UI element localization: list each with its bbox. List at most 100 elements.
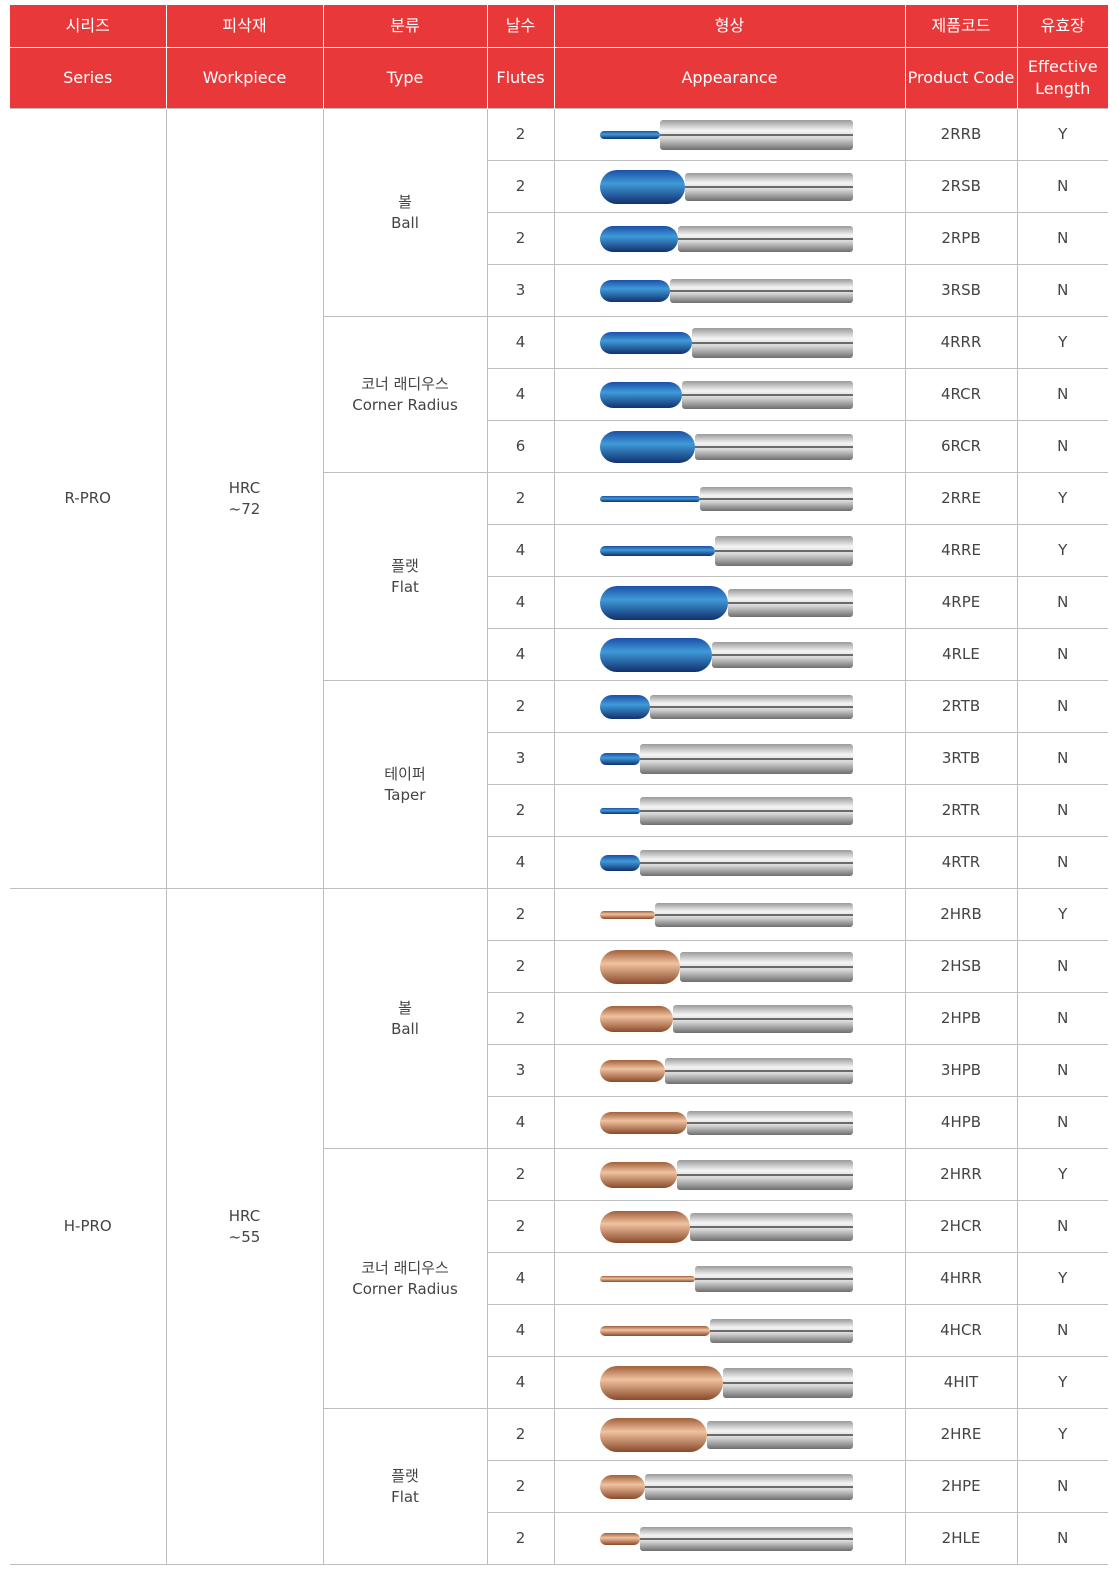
appearance-cell: [553, 1044, 906, 1097]
flutes-text: 4: [515, 1373, 526, 1391]
code-text: 3RSB: [941, 281, 981, 299]
code-cell: 2RPB: [904, 212, 1018, 265]
appearance-cell: [553, 1252, 906, 1305]
tool-head: [599, 1532, 640, 1545]
tool-image: [599, 380, 853, 409]
appearance-cell: [553, 108, 906, 161]
flutes-text: 2: [515, 1425, 526, 1443]
flutes-cell: 2: [486, 680, 555, 733]
tool-head: [599, 1161, 677, 1188]
header-cell: Series: [10, 47, 167, 109]
tool-image: [599, 1473, 853, 1500]
appearance-cell: [553, 784, 906, 837]
appearance-cell: [553, 264, 906, 317]
effective-text: N: [1057, 645, 1069, 663]
header-cell: Appearance: [553, 47, 906, 109]
appearance-cell: [553, 1408, 906, 1461]
flutes-cell: 2: [486, 1148, 555, 1201]
code-text: 2HRR: [940, 1165, 982, 1183]
code-cell: 4RLE: [904, 628, 1018, 681]
tool-image: [599, 119, 853, 150]
code-cell: 3HPB: [904, 1044, 1018, 1097]
effective-cell: N: [1016, 784, 1108, 837]
code-text: 4HRR: [940, 1269, 982, 1287]
appearance-cell: [553, 680, 906, 733]
appearance-cell: [553, 1356, 906, 1409]
tool-head: [599, 1325, 710, 1336]
flutes-cell: 2: [486, 1512, 555, 1565]
tool-image: [599, 1159, 853, 1190]
code-text: 2RTB: [941, 697, 981, 715]
type-korean: 볼: [398, 998, 412, 1017]
appearance-cell: [553, 1304, 906, 1357]
table-row: 4 4HRR Y: [10, 1252, 1108, 1305]
tool-head: [599, 381, 682, 408]
effective-cell: N: [1016, 420, 1108, 473]
type-english: Ball: [391, 1019, 419, 1038]
tool-image: [599, 1417, 853, 1452]
effective-cell: N: [1016, 992, 1108, 1045]
appearance-cell: [553, 888, 906, 941]
tool-head: [599, 430, 695, 463]
table-row: H-PRO HRC ~55 볼 Ball 2 2HRB Y: [10, 888, 1108, 1565]
appearance-cell: [553, 940, 906, 993]
effective-text: N: [1057, 749, 1069, 767]
type-cell: 볼 Ball: [322, 108, 488, 317]
tool-image: [599, 1210, 853, 1243]
tool-head: [599, 949, 680, 984]
effective-cell: N: [1016, 1460, 1108, 1513]
code-text: 4RTR: [941, 853, 981, 871]
code-cell: 4HPB: [904, 1096, 1018, 1149]
effective-cell: N: [1016, 680, 1108, 733]
effective-cell: Y: [1016, 888, 1108, 941]
code-cell: 2HSB: [904, 940, 1018, 993]
appearance-cell: [553, 420, 906, 473]
code-cell: 2RRE: [904, 472, 1018, 525]
effective-text: N: [1057, 801, 1069, 819]
code-text: 3RTB: [941, 749, 981, 767]
tool-image: [599, 1057, 853, 1084]
flutes-text: 6: [515, 437, 526, 455]
type-english: Flat: [391, 1487, 419, 1506]
flutes-text: 2: [515, 1009, 526, 1027]
flutes-cell: 2: [486, 472, 555, 525]
effective-cell: N: [1016, 1200, 1108, 1253]
workpiece-text: HRC: [228, 478, 261, 497]
flutes-text: 4: [515, 645, 526, 663]
code-text: 4HIT: [943, 1373, 979, 1391]
tool-image: [599, 949, 853, 984]
flutes-text: 4: [515, 1321, 526, 1339]
code-cell: 2RRB: [904, 108, 1018, 161]
code-cell: 2RTB: [904, 680, 1018, 733]
effective-cell: N: [1016, 264, 1108, 317]
flutes-text: 2: [515, 957, 526, 975]
tool-image: [599, 902, 853, 927]
type-cell: 플랫 Flat: [322, 1408, 488, 1565]
effective-cell: Y: [1016, 1252, 1108, 1305]
tool-image: [599, 1265, 853, 1292]
effective-text: N: [1057, 229, 1069, 247]
flutes-text: 3: [515, 1061, 526, 1079]
effective-cell: Y: [1016, 316, 1108, 369]
tool-image: [599, 535, 853, 566]
tool-head: [599, 1210, 690, 1243]
series-cell: R-PRO: [10, 108, 167, 889]
effective-text: Y: [1058, 333, 1068, 351]
flutes-text: 4: [515, 593, 526, 611]
flutes-cell: 3: [486, 1044, 555, 1097]
flutes-cell: 2: [486, 212, 555, 265]
table-row: 플랫 Flat 2 2RRE Y: [10, 472, 1108, 681]
workpiece-text: HRC: [228, 1206, 261, 1225]
tool-head: [599, 1059, 665, 1082]
tool-image: [599, 1365, 853, 1400]
appearance-cell: [553, 732, 906, 785]
tool-head: [599, 752, 640, 765]
code-text: 4RCR: [940, 385, 982, 403]
code-text: 4RPE: [941, 593, 981, 611]
flutes-cell: 6: [486, 420, 555, 473]
appearance-cell: [553, 524, 906, 577]
effective-cell: N: [1016, 576, 1108, 629]
type-english: Taper: [384, 785, 426, 804]
table-row: 4 4RTR N: [10, 836, 1108, 889]
code-text: 4RLE: [942, 645, 980, 663]
